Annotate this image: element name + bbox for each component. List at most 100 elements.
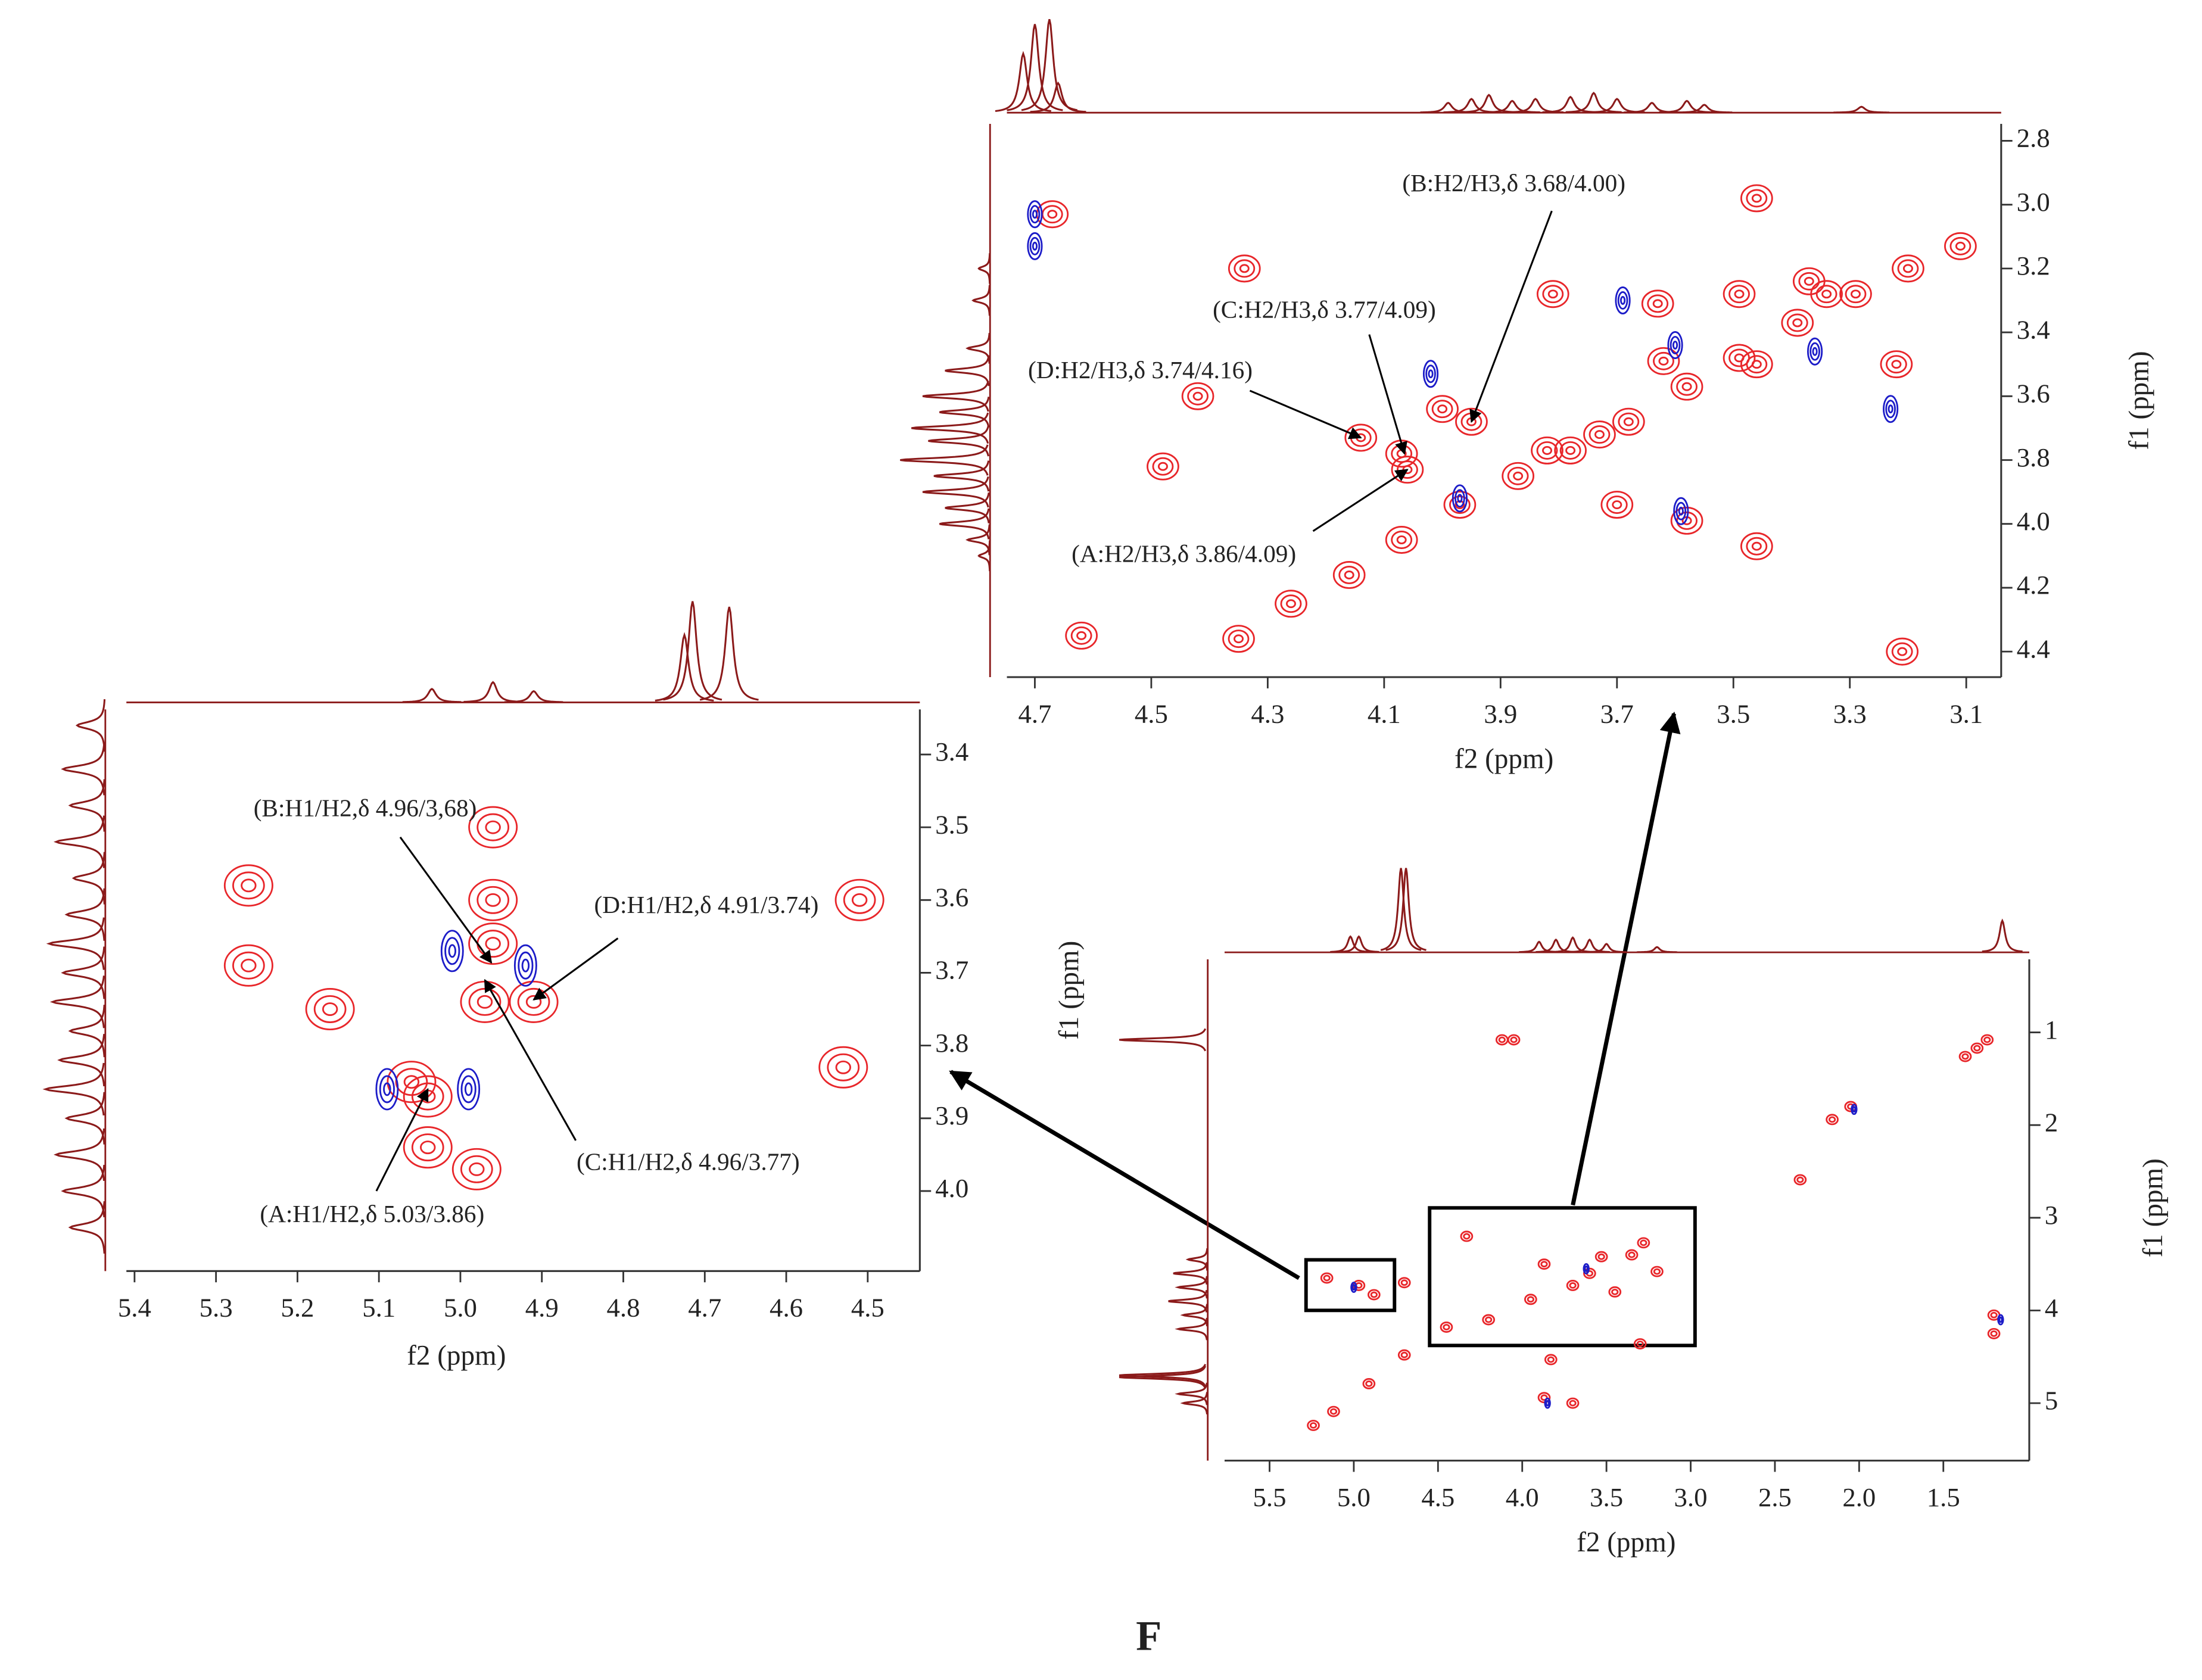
contour-peak (451, 1148, 502, 1190)
contour-ring (468, 878, 518, 921)
contour-ring (1498, 1036, 1506, 1043)
contour-ring (1365, 1380, 1373, 1387)
y-tick-label: 5 (2045, 1385, 2058, 1415)
contour-ring (1810, 280, 1843, 308)
contour-ring (1885, 400, 1896, 419)
contour-ring (827, 1053, 860, 1081)
contour-ring (1897, 259, 1919, 278)
projection-peak (46, 917, 105, 970)
contour-ring (468, 987, 502, 1016)
projection-peak (53, 1128, 105, 1182)
contour-ring (1723, 280, 1756, 308)
contour-ring (1531, 436, 1563, 465)
contour-ring (1396, 535, 1407, 544)
contour-ring (476, 930, 510, 958)
projection-peak (965, 333, 991, 364)
contour-ring (1513, 471, 1524, 481)
contour-ring (1280, 594, 1302, 613)
contour-ring (1041, 205, 1063, 224)
contour-peak (1426, 395, 1459, 423)
y-tick-label: 3.8 (935, 1028, 968, 1058)
y-tick-label: 3.7 (935, 955, 968, 985)
contour-ring (464, 1082, 473, 1096)
contour-peak (1502, 462, 1534, 490)
contour-ring (818, 1046, 868, 1089)
contour-ring (1888, 404, 1893, 414)
contour-ring (1650, 1266, 1664, 1277)
zoom-box (1304, 1258, 1397, 1313)
projection-peak (42, 1062, 105, 1116)
contour-peak (1181, 382, 1214, 410)
contour-ring (375, 1068, 399, 1111)
contour-peak (1537, 1258, 1551, 1270)
contour-ring (1734, 289, 1745, 299)
figure-label: F (1136, 1613, 1161, 1660)
contour-peak (1385, 526, 1418, 554)
annotation: (D:H2/H3,δ 3.74/4.16) (1028, 356, 1253, 384)
contour-ring (1728, 285, 1750, 304)
contour-peak (1987, 1327, 2001, 1339)
annotation-arrow (484, 978, 577, 1141)
contour-peak (457, 1068, 481, 1111)
contour-peak (1222, 625, 1255, 653)
contour-ring (1628, 1251, 1636, 1258)
projection-peak (933, 460, 990, 492)
x-tick-label: 4.8 (607, 1293, 640, 1323)
contour-ring (1332, 561, 1366, 589)
contour-peak (1397, 1277, 1411, 1289)
contour-ring (1437, 404, 1448, 414)
x-tick-label: 4.5 (1421, 1482, 1454, 1512)
x-tick-label: 3.0 (1674, 1482, 1708, 1512)
contour-ring (1594, 430, 1605, 440)
connector-arrow (949, 1070, 1300, 1280)
contour-ring (1958, 1051, 1972, 1062)
contour-peak (1612, 407, 1645, 436)
contour-ring (1792, 318, 1803, 328)
contour-ring (1670, 372, 1703, 401)
projection-peak (49, 975, 105, 1028)
y-tick-label: 3.4 (2017, 314, 2050, 344)
contour-peak (1615, 286, 1631, 314)
contour-ring (383, 1082, 391, 1096)
contour-peak (1997, 1314, 2004, 1326)
y-tick-label: 4.2 (2017, 570, 2050, 600)
annotation: (A:H2/H3,δ 3.86/4.09) (1072, 540, 1296, 568)
contour-peak (1452, 484, 1468, 513)
contour-ring (1851, 1104, 1858, 1115)
contour-ring (1970, 1042, 1984, 1054)
contour-ring (1329, 1408, 1338, 1415)
projection-peak (71, 852, 105, 905)
contour-ring (1670, 506, 1703, 535)
contour-ring (1839, 280, 1872, 308)
contour-peak (1460, 1230, 1474, 1242)
contour-ring (448, 944, 457, 958)
projection-peak (463, 681, 522, 703)
contour-ring (1029, 236, 1041, 255)
contour-peak (1327, 1405, 1340, 1417)
contour-peak (223, 864, 273, 907)
contour-ring (1032, 241, 1038, 251)
projection-peak (57, 1033, 105, 1087)
contour-ring (1734, 353, 1745, 363)
contour-peak (1781, 308, 1814, 337)
contour-peak (387, 1061, 437, 1104)
x-tick-label: 5.0 (1337, 1482, 1371, 1512)
contour-peak (468, 922, 518, 965)
y-tick-label: 3.6 (935, 883, 968, 912)
contour-peak (1650, 1266, 1664, 1277)
y-tick-label: 3 (2045, 1200, 2058, 1230)
contour-peak (1600, 491, 1634, 519)
contour-peak (1594, 1251, 1608, 1263)
contour-ring (1955, 241, 1966, 251)
contour-ring (1502, 462, 1534, 490)
contour-peak (1307, 1420, 1320, 1431)
projection-peak (1175, 1276, 1208, 1299)
projection-peak (1565, 92, 1622, 113)
contour-ring (1431, 400, 1453, 419)
contour-ring (1786, 313, 1808, 332)
projection-peak (1007, 24, 1063, 111)
contour-ring (1463, 1233, 1471, 1240)
projection-peak (1659, 99, 1715, 114)
contour-ring (1618, 412, 1640, 431)
contour-ring (322, 1002, 338, 1016)
